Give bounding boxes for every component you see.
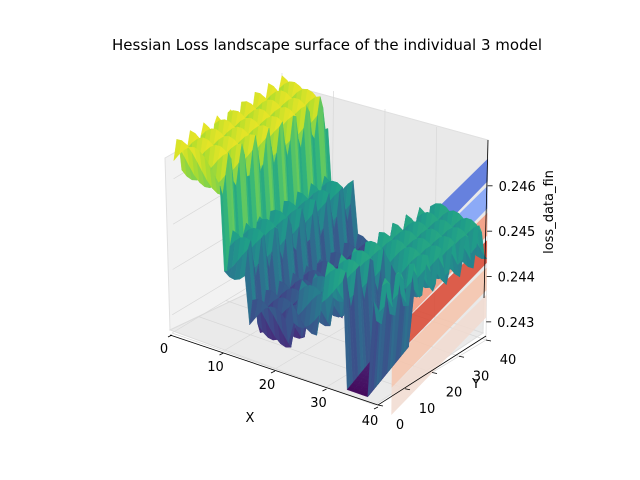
- x-tick-label: 30: [310, 396, 327, 411]
- z-tick-label: 0.245: [498, 225, 535, 240]
- y-tick: [377, 404, 384, 407]
- z-axis-label: loss_data_fin: [542, 170, 557, 254]
- axis-ticks: 0 10 20 30 40 0 10 20 30 40 0.243 0.244 0.245 0.246: [160, 180, 536, 433]
- surface-plot: [173, 75, 488, 398]
- contour-band: [391, 267, 487, 388]
- y-tick: [485, 339, 492, 342]
- x-tick: [373, 406, 379, 410]
- y-tick-label: 0: [396, 418, 404, 433]
- z-tick-label: 0.246: [499, 180, 536, 195]
- y-tick: [404, 388, 411, 391]
- y-tick-label: 40: [500, 353, 517, 368]
- contour-band: [391, 240, 488, 361]
- y-tick: [458, 355, 465, 358]
- y-axis-label: Y: [471, 377, 480, 392]
- x-tick-label: 0: [160, 342, 168, 357]
- x-axis-line: [169, 334, 379, 406]
- y-tick: [431, 372, 438, 374]
- z-tick-label: 0.243: [497, 316, 534, 331]
- y-tick-label: 20: [446, 386, 463, 401]
- axis-lines: [169, 139, 489, 406]
- x-tick: [322, 388, 327, 392]
- z-tick-label: 0.244: [498, 271, 535, 286]
- x-tick-label: 20: [259, 378, 276, 393]
- x-tick-label: 10: [207, 360, 224, 375]
- x-tick: [219, 352, 224, 356]
- x-axis-label: X: [246, 411, 255, 426]
- chart-title: Hessian Loss landscape surface of the in…: [112, 36, 542, 54]
- x-tick-label: 40: [362, 414, 379, 429]
- x-tick: [167, 334, 173, 338]
- y-tick-label: 10: [419, 402, 436, 417]
- z-axis-line: [483, 139, 489, 299]
- y-tick-label: 30: [473, 369, 490, 384]
- contour-band: [391, 294, 487, 416]
- y-axis-line: [377, 335, 487, 406]
- surface-patch: [373, 301, 382, 325]
- x-tick: [270, 370, 276, 374]
